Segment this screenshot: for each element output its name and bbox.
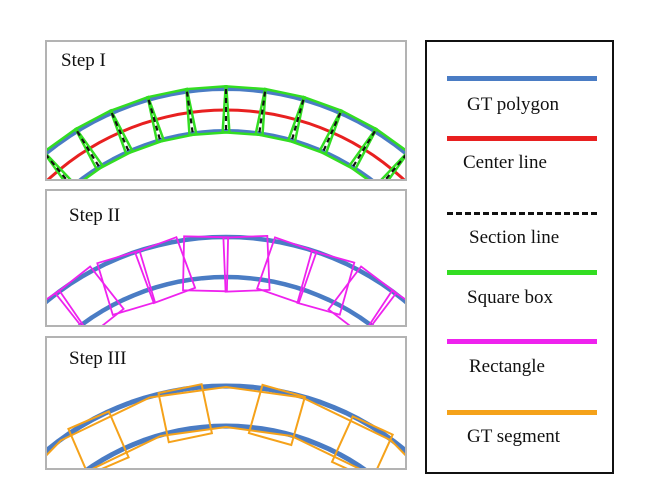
step-2-label: Step II bbox=[67, 205, 122, 226]
legend-swatch-rectangle bbox=[447, 339, 597, 344]
legend-swatch-square-box bbox=[447, 270, 597, 275]
legend-swatch-section-line bbox=[447, 212, 597, 215]
legend-label-center-line: Center line bbox=[463, 152, 547, 174]
rectangle-box bbox=[223, 236, 269, 292]
step-2-panel: Step II bbox=[45, 189, 407, 327]
rectangle-box bbox=[56, 267, 124, 326]
legend-label-rectangle: Rectangle bbox=[469, 356, 545, 378]
legend-swatch-center-line bbox=[447, 136, 597, 141]
legend-label-square-box: Square box bbox=[467, 287, 553, 309]
legend-label-section-line: Section line bbox=[469, 227, 559, 249]
step-1-panel: Step I bbox=[45, 40, 407, 181]
rectangle-box bbox=[362, 291, 405, 325]
legend-label-gt-segment: GT segment bbox=[467, 426, 560, 448]
gt-segment-outline bbox=[47, 387, 405, 468]
legend-swatch-gt-segment bbox=[447, 410, 597, 415]
rectangle-box bbox=[183, 236, 228, 291]
rectangle-box bbox=[329, 267, 397, 326]
rectangle-box bbox=[390, 321, 405, 325]
rectangle-box bbox=[47, 321, 62, 325]
legend-label-gt-polygon: GT polygon bbox=[467, 94, 559, 116]
step-3-panel: Step III bbox=[45, 336, 407, 470]
legend-swatch-gt-polygon bbox=[447, 76, 597, 81]
step-3-label: Step III bbox=[67, 348, 129, 369]
step-1-label: Step I bbox=[59, 50, 108, 71]
legend-box: GT polygon Center line Section line Squa… bbox=[425, 40, 614, 474]
